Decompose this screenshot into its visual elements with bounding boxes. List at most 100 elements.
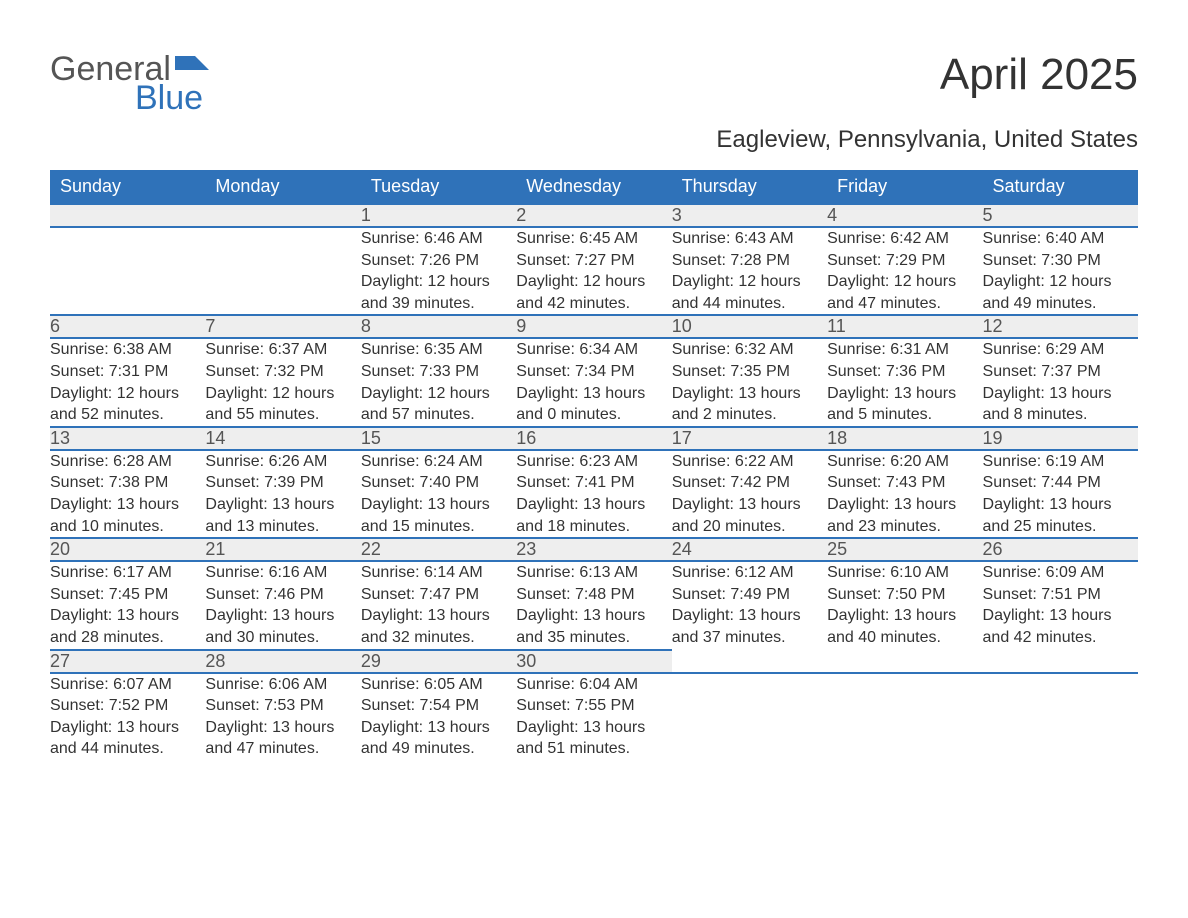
daylight-line: Daylight: 12 hours and 39 minutes.	[361, 271, 516, 314]
day-number-row: 13141516171819	[50, 427, 1138, 450]
day-number-cell: 5	[983, 204, 1138, 227]
daylight-line: Daylight: 13 hours and 44 minutes.	[50, 717, 205, 760]
weekday-header: Tuesday	[361, 170, 516, 204]
daylight-line: Daylight: 13 hours and 35 minutes.	[516, 605, 671, 648]
sunset-line: Sunset: 7:44 PM	[983, 472, 1138, 494]
day-number-cell: 15	[361, 427, 516, 450]
sunset-line: Sunset: 7:31 PM	[50, 361, 205, 383]
daylight-line: Daylight: 13 hours and 28 minutes.	[50, 605, 205, 648]
sunset-line: Sunset: 7:48 PM	[516, 584, 671, 606]
sunset-line: Sunset: 7:40 PM	[361, 472, 516, 494]
sunrise-line: Sunrise: 6:09 AM	[983, 562, 1138, 584]
daylight-line: Daylight: 13 hours and 40 minutes.	[827, 605, 982, 648]
day-number-cell: 10	[672, 315, 827, 338]
daylight-line: Daylight: 13 hours and 20 minutes.	[672, 494, 827, 537]
daylight-line: Daylight: 13 hours and 0 minutes.	[516, 383, 671, 426]
day-info-cell: Sunrise: 6:04 AMSunset: 7:55 PMDaylight:…	[516, 673, 671, 770]
day-info-cell: Sunrise: 6:17 AMSunset: 7:45 PMDaylight:…	[50, 561, 205, 649]
day-info-cell: Sunrise: 6:07 AMSunset: 7:52 PMDaylight:…	[50, 673, 205, 770]
sunrise-line: Sunrise: 6:12 AM	[672, 562, 827, 584]
sunrise-line: Sunrise: 6:14 AM	[361, 562, 516, 584]
weekday-header: Monday	[205, 170, 360, 204]
sunset-line: Sunset: 7:34 PM	[516, 361, 671, 383]
day-info-cell: Sunrise: 6:43 AMSunset: 7:28 PMDaylight:…	[672, 227, 827, 315]
day-info-cell: Sunrise: 6:23 AMSunset: 7:41 PMDaylight:…	[516, 450, 671, 538]
weekday-header: Wednesday	[516, 170, 671, 204]
day-number-cell: 17	[672, 427, 827, 450]
sunrise-line: Sunrise: 6:43 AM	[672, 228, 827, 250]
day-number-cell: 28	[205, 650, 360, 673]
day-info-cell	[50, 227, 205, 315]
daylight-line: Daylight: 12 hours and 47 minutes.	[827, 271, 982, 314]
daylight-line: Daylight: 13 hours and 51 minutes.	[516, 717, 671, 760]
day-number-cell: 22	[361, 538, 516, 561]
day-info-cell: Sunrise: 6:16 AMSunset: 7:46 PMDaylight:…	[205, 561, 360, 649]
daylight-line: Daylight: 12 hours and 44 minutes.	[672, 271, 827, 314]
day-number-cell: 2	[516, 204, 671, 227]
day-info-cell: Sunrise: 6:31 AMSunset: 7:36 PMDaylight:…	[827, 338, 982, 426]
daylight-line: Daylight: 13 hours and 10 minutes.	[50, 494, 205, 537]
day-info-cell: Sunrise: 6:06 AMSunset: 7:53 PMDaylight:…	[205, 673, 360, 770]
sunset-line: Sunset: 7:55 PM	[516, 695, 671, 717]
sunrise-line: Sunrise: 6:24 AM	[361, 451, 516, 473]
day-number-row: 12345	[50, 204, 1138, 227]
day-info-cell: Sunrise: 6:20 AMSunset: 7:43 PMDaylight:…	[827, 450, 982, 538]
day-number-cell: 25	[827, 538, 982, 561]
sunset-line: Sunset: 7:42 PM	[672, 472, 827, 494]
day-info-cell: Sunrise: 6:19 AMSunset: 7:44 PMDaylight:…	[983, 450, 1138, 538]
sunrise-line: Sunrise: 6:19 AM	[983, 451, 1138, 473]
day-info-cell: Sunrise: 6:38 AMSunset: 7:31 PMDaylight:…	[50, 338, 205, 426]
day-number-cell: 11	[827, 315, 982, 338]
day-number-cell: 8	[361, 315, 516, 338]
sunrise-line: Sunrise: 6:34 AM	[516, 339, 671, 361]
day-number-cell	[983, 650, 1138, 673]
sunrise-line: Sunrise: 6:42 AM	[827, 228, 982, 250]
daylight-line: Daylight: 13 hours and 30 minutes.	[205, 605, 360, 648]
day-number-cell	[827, 650, 982, 673]
day-number-cell: 23	[516, 538, 671, 561]
day-number-cell: 3	[672, 204, 827, 227]
day-info-row: Sunrise: 6:46 AMSunset: 7:26 PMDaylight:…	[50, 227, 1138, 315]
day-number-cell: 19	[983, 427, 1138, 450]
day-number-cell: 13	[50, 427, 205, 450]
day-info-cell	[205, 227, 360, 315]
day-info-cell: Sunrise: 6:12 AMSunset: 7:49 PMDaylight:…	[672, 561, 827, 649]
sunrise-line: Sunrise: 6:35 AM	[361, 339, 516, 361]
weekday-header: Friday	[827, 170, 982, 204]
day-number-row: 6789101112	[50, 315, 1138, 338]
day-info-cell: Sunrise: 6:10 AMSunset: 7:50 PMDaylight:…	[827, 561, 982, 649]
sunset-line: Sunset: 7:51 PM	[983, 584, 1138, 606]
day-number-row: 20212223242526	[50, 538, 1138, 561]
daylight-line: Daylight: 13 hours and 18 minutes.	[516, 494, 671, 537]
day-number-cell: 18	[827, 427, 982, 450]
day-number-row: 27282930	[50, 650, 1138, 673]
day-number-cell: 7	[205, 315, 360, 338]
sunset-line: Sunset: 7:52 PM	[50, 695, 205, 717]
daylight-line: Daylight: 13 hours and 23 minutes.	[827, 494, 982, 537]
day-number-cell	[205, 204, 360, 227]
day-info-cell: Sunrise: 6:40 AMSunset: 7:30 PMDaylight:…	[983, 227, 1138, 315]
sunrise-line: Sunrise: 6:20 AM	[827, 451, 982, 473]
daylight-line: Daylight: 12 hours and 42 minutes.	[516, 271, 671, 314]
sunset-line: Sunset: 7:27 PM	[516, 250, 671, 272]
day-number-cell: 30	[516, 650, 671, 673]
day-info-cell: Sunrise: 6:37 AMSunset: 7:32 PMDaylight:…	[205, 338, 360, 426]
day-info-cell: Sunrise: 6:05 AMSunset: 7:54 PMDaylight:…	[361, 673, 516, 770]
daylight-line: Daylight: 13 hours and 49 minutes.	[361, 717, 516, 760]
day-info-cell: Sunrise: 6:13 AMSunset: 7:48 PMDaylight:…	[516, 561, 671, 649]
sunrise-line: Sunrise: 6:06 AM	[205, 674, 360, 696]
day-number-cell: 27	[50, 650, 205, 673]
day-number-cell: 12	[983, 315, 1138, 338]
daylight-line: Daylight: 13 hours and 32 minutes.	[361, 605, 516, 648]
daylight-line: Daylight: 13 hours and 5 minutes.	[827, 383, 982, 426]
sunrise-line: Sunrise: 6:40 AM	[983, 228, 1138, 250]
daylight-line: Daylight: 12 hours and 52 minutes.	[50, 383, 205, 426]
sunrise-line: Sunrise: 6:13 AM	[516, 562, 671, 584]
sunrise-line: Sunrise: 6:38 AM	[50, 339, 205, 361]
day-number-cell: 9	[516, 315, 671, 338]
sunset-line: Sunset: 7:29 PM	[827, 250, 982, 272]
sunset-line: Sunset: 7:36 PM	[827, 361, 982, 383]
day-number-cell: 14	[205, 427, 360, 450]
sunset-line: Sunset: 7:39 PM	[205, 472, 360, 494]
day-info-cell: Sunrise: 6:32 AMSunset: 7:35 PMDaylight:…	[672, 338, 827, 426]
